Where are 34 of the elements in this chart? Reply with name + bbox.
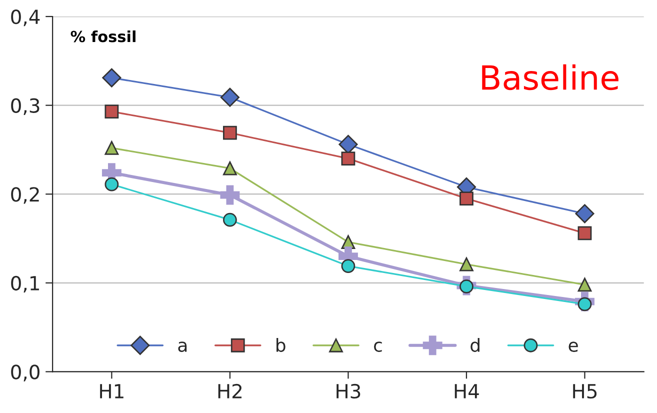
- point: [575, 204, 594, 224]
- x-tick-label: H3: [336, 384, 360, 399]
- x-tick-label: H4: [454, 384, 479, 398]
- legend-label: b: [276, 338, 286, 352]
- point: [220, 185, 240, 205]
- point: [104, 177, 119, 192]
- legend-label: d: [470, 338, 480, 352]
- annotation: % fossil: [70, 30, 136, 42]
- point: [104, 104, 119, 118]
- x-tick-label: H5: [573, 384, 597, 399]
- y-tick-label: 0,3: [11, 98, 40, 115]
- point: [223, 126, 237, 140]
- annotation: Baseline: [482, 64, 618, 90]
- point: [460, 192, 474, 206]
- point: [220, 88, 240, 107]
- y-tick-label: 0,1: [11, 276, 39, 293]
- x-tick-label: H2: [218, 384, 242, 398]
- legend-label: a: [178, 342, 187, 352]
- x-tick-label: H1: [100, 384, 124, 398]
- point: [223, 212, 237, 227]
- point: [102, 68, 122, 88]
- point: [338, 134, 358, 154]
- y-tick-label: 0,0: [11, 364, 40, 382]
- point: [578, 226, 592, 240]
- y-tick-label: 0,2: [11, 187, 39, 204]
- point: [223, 161, 237, 176]
- legend-label: e: [568, 342, 578, 352]
- point: [578, 278, 592, 292]
- point: [341, 152, 356, 166]
- y-tick-label: 0,4: [11, 9, 40, 26]
- point: [104, 140, 119, 155]
- point: [341, 259, 356, 273]
- legend-label: c: [374, 342, 382, 352]
- point: [460, 257, 474, 272]
